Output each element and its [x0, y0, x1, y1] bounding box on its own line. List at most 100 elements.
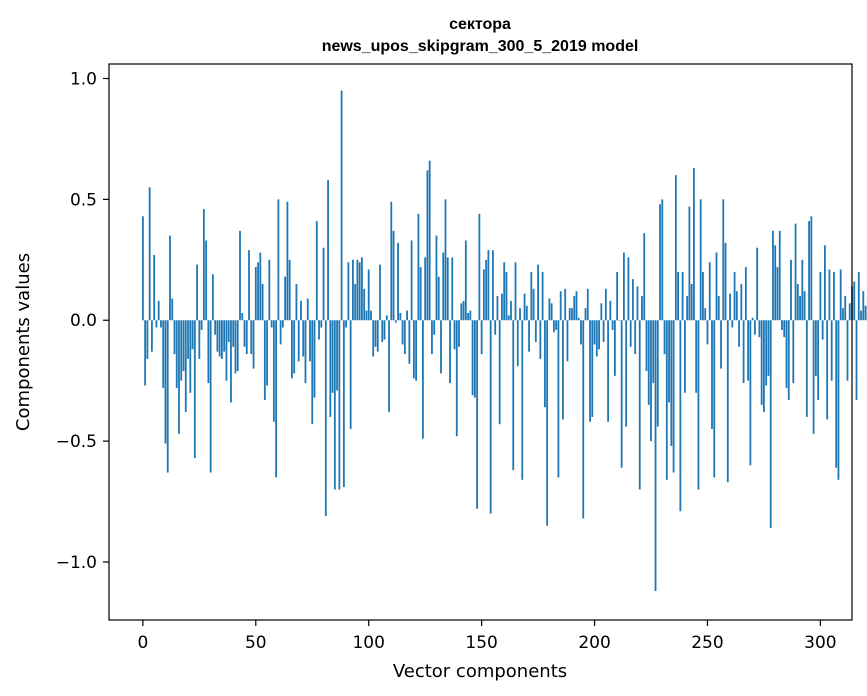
bar-303 — [826, 320, 829, 420]
bar-209 — [613, 320, 616, 376]
bar-31 — [211, 274, 214, 321]
bar-36 — [223, 320, 226, 352]
bar-156 — [494, 320, 497, 335]
bar-298 — [814, 320, 817, 376]
bar-261 — [731, 320, 734, 328]
bar-136 — [449, 320, 451, 384]
bar-70 — [300, 300, 302, 321]
bar-132 — [440, 320, 442, 374]
bar-319 — [862, 291, 865, 321]
bar-28 — [205, 240, 208, 321]
bar-216 — [629, 320, 632, 347]
bar-47 — [248, 250, 250, 321]
bar-203 — [600, 303, 603, 321]
bar-17 — [180, 320, 183, 381]
bar-81 — [324, 320, 327, 517]
bar-8 — [160, 320, 162, 328]
bar-177 — [541, 271, 544, 321]
bar-151 — [482, 269, 485, 321]
bar-32 — [214, 320, 217, 335]
bar-181 — [550, 303, 553, 321]
bar-229 — [659, 204, 661, 321]
bar-295 — [808, 221, 810, 321]
bar-205 — [604, 288, 607, 321]
bar-21 — [189, 320, 192, 393]
bar-138 — [453, 320, 456, 350]
bar-91 — [347, 262, 350, 321]
bar-73 — [306, 298, 309, 321]
bar-163 — [510, 300, 512, 321]
bar-185 — [559, 291, 562, 321]
bar-217 — [632, 279, 634, 321]
bar-161 — [505, 271, 508, 321]
bar-204 — [602, 320, 605, 342]
bar-92 — [349, 320, 352, 430]
bar-125 — [424, 257, 427, 321]
bar-189 — [568, 308, 571, 321]
bar-231 — [663, 320, 666, 355]
bar-253 — [713, 320, 716, 478]
bar-121 — [415, 320, 418, 381]
bar-320 — [864, 305, 867, 321]
bar-289 — [794, 223, 797, 321]
bar-173 — [532, 288, 535, 321]
bar-145 — [469, 310, 472, 321]
bar-15 — [175, 320, 178, 388]
bar-37 — [225, 320, 228, 381]
chart-title-line1: сектора — [449, 16, 511, 33]
bar-247 — [699, 199, 702, 321]
bar-162 — [507, 315, 510, 321]
bar-306 — [833, 271, 835, 321]
bar-248 — [702, 271, 704, 321]
bar-105 — [379, 264, 381, 321]
bar-266 — [742, 320, 745, 384]
bar-18 — [182, 320, 185, 372]
bar-110 — [390, 201, 393, 321]
bar-115 — [401, 320, 404, 345]
bar-310 — [842, 308, 844, 321]
x-tick-label: 0 — [137, 633, 148, 653]
bar-308 — [837, 320, 840, 480]
bar-269 — [749, 320, 752, 466]
bar-41 — [234, 320, 237, 374]
bar-242 — [688, 206, 691, 321]
bar-51 — [257, 262, 259, 321]
bar-157 — [496, 296, 499, 321]
bar-228 — [656, 320, 659, 427]
bar-44 — [241, 312, 244, 321]
bar-284 — [783, 320, 786, 338]
bar-135 — [446, 257, 449, 321]
bar-101 — [370, 310, 372, 321]
bar-45 — [243, 320, 246, 347]
bar-100 — [367, 269, 370, 321]
bar-210 — [616, 271, 619, 321]
bar-143 — [464, 240, 467, 321]
bar-127 — [428, 160, 431, 321]
bar-278 — [769, 320, 772, 529]
bar-220 — [638, 320, 641, 490]
bar-152 — [485, 259, 488, 321]
bar-187 — [564, 288, 567, 321]
bar-264 — [738, 320, 740, 347]
y-tick-label: 0.0 — [70, 311, 97, 331]
bar-99 — [365, 310, 368, 321]
bar-30 — [209, 320, 212, 473]
bar-140 — [458, 320, 460, 347]
bar-52 — [259, 252, 262, 321]
bar-95 — [356, 259, 359, 321]
bar-93 — [352, 259, 354, 321]
bar-85 — [333, 320, 336, 490]
bar-191 — [573, 296, 576, 321]
bar-262 — [733, 271, 736, 321]
bar-211 — [618, 320, 621, 321]
y-axis-label: Components values — [13, 253, 34, 431]
bar-133 — [442, 252, 445, 321]
bar-160 — [503, 262, 506, 321]
bar-159 — [501, 293, 503, 321]
bar-22 — [191, 320, 194, 350]
bar-212 — [620, 320, 623, 468]
x-tick-label: 200 — [578, 633, 610, 653]
bar-252 — [711, 320, 713, 430]
bar-118 — [408, 320, 411, 364]
bar-302 — [824, 245, 826, 321]
